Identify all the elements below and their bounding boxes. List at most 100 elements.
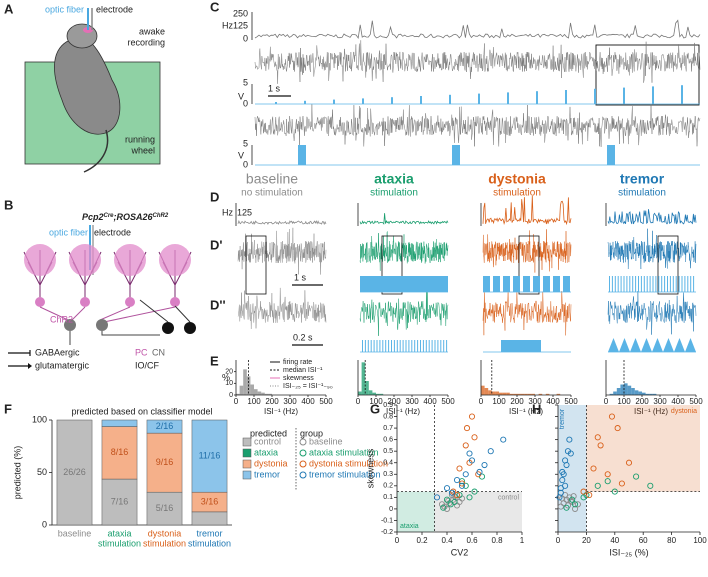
histogram-bar (531, 393, 535, 395)
scatter-point (458, 482, 466, 489)
x-axis-label: ISI⁻¹ (Hz) (509, 407, 543, 416)
stimulus (376, 340, 378, 352)
trace (359, 231, 449, 271)
projection (69, 331, 160, 345)
stimulus (420, 96, 422, 104)
condition-title: tremor (620, 171, 665, 187)
panel-letter: B (4, 197, 13, 212)
value-label: 5/16 (156, 503, 174, 513)
x-tick-label: 40 (610, 536, 619, 545)
panel-letter: E (210, 353, 219, 368)
x-tick-label: ataxia (107, 528, 131, 538)
x-axis-label: ISI₋₂₅ (%) (609, 547, 648, 557)
x-tick-label: 0 (395, 536, 400, 545)
y-tick-label: 10 (225, 380, 233, 387)
histogram-bar (616, 388, 621, 395)
scatter-point (443, 496, 451, 503)
scatter-point (476, 468, 483, 476)
bar-segment (191, 419, 228, 493)
x-tick-label: 0 (604, 397, 609, 406)
x-tick-label: 1 (520, 536, 525, 545)
stimulus (640, 276, 642, 292)
legend-label: ISI₋₂₅ = ISI⁻¹₋₉₀ (283, 383, 333, 390)
io-neuron (184, 322, 196, 334)
trace (237, 287, 327, 329)
y-tick-label: 0.5 (383, 448, 393, 455)
axis-label: % (222, 372, 230, 382)
rate-trace (254, 19, 701, 40)
stimulus (678, 276, 680, 292)
bar-segment (101, 426, 138, 480)
scatter-point (580, 494, 587, 501)
histogram-bar (556, 393, 561, 395)
panel-letter: A (4, 1, 14, 16)
zone (586, 405, 700, 492)
x-tick-label: 300 (528, 397, 542, 406)
scatter-point (618, 480, 625, 487)
value-label: 26/26 (63, 467, 86, 477)
trace (607, 290, 697, 335)
zoom-box (381, 235, 403, 295)
scatter-point (471, 488, 478, 495)
soma (80, 297, 90, 307)
y-tick-label: 0.8 (383, 413, 393, 420)
stimulus (565, 90, 567, 104)
scatter-point (557, 489, 564, 496)
stimulus (675, 276, 677, 292)
legend-label: dystonia stimulation (309, 458, 388, 468)
condition-title: ataxia (374, 171, 414, 187)
scatter-point (451, 498, 458, 506)
histogram-bar (488, 390, 492, 395)
x-tick-label: 300 (653, 397, 667, 406)
scatter-point (462, 442, 469, 449)
x-tick-label: 60 (639, 536, 648, 545)
zoom-box (595, 44, 700, 106)
axis (357, 360, 448, 396)
x-tick-label: 200 (510, 397, 524, 406)
trace (607, 228, 697, 270)
legend-marker (299, 460, 307, 468)
legend-label: ataxia (254, 447, 278, 457)
stimulus (674, 338, 685, 352)
trace (482, 229, 572, 273)
stimulus (440, 340, 442, 352)
stimulus (483, 276, 490, 292)
stimulus (422, 340, 424, 352)
histogram-bar (264, 393, 269, 395)
stimulus (370, 340, 372, 352)
scatter-point (586, 492, 593, 499)
scatter-point (468, 457, 476, 464)
label: IO/CF (135, 360, 160, 370)
stimulus (431, 340, 433, 352)
condition-subtitle: stimulation (618, 188, 666, 199)
stimulus (382, 340, 384, 352)
stimulus (449, 94, 451, 104)
histogram-bar (609, 393, 614, 395)
x-tick-label: 0.8 (491, 536, 503, 545)
value-label: 11/16 (199, 450, 221, 460)
histogram-bar (638, 391, 642, 395)
scatter-point (608, 413, 616, 420)
stimulus (626, 276, 628, 292)
rate-trace (607, 209, 697, 225)
stimulus (333, 99, 335, 104)
label: PC (135, 347, 148, 357)
legend-label: tremor stimulation (309, 469, 381, 479)
histogram-bar (481, 385, 485, 395)
stimulus (543, 276, 550, 292)
scatter-point (440, 504, 447, 511)
zoom-box (518, 235, 540, 295)
x-tick-label: 100 (617, 397, 631, 406)
bar-segment (101, 419, 138, 427)
panel-letter: F (4, 401, 12, 416)
histogram-bar (502, 392, 507, 395)
stimulus (623, 276, 625, 292)
x-tick-label: 0 (234, 397, 239, 406)
stimulus (630, 338, 641, 352)
x-tick-label: 500 (319, 397, 333, 406)
stimulus (385, 340, 387, 352)
x-tick-label: baseline (58, 528, 92, 538)
cloud (24, 244, 56, 276)
legend-label: ataxia stimulation (309, 447, 379, 457)
